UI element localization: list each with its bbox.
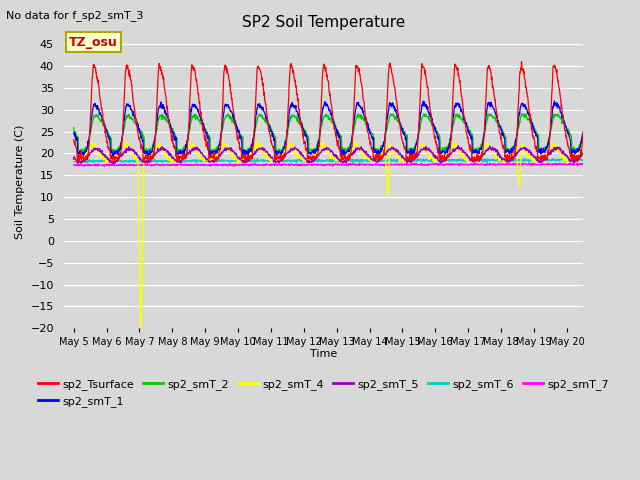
Legend: sp2_Tsurface, sp2_smT_1, sp2_smT_2, sp2_smT_4, sp2_smT_5, sp2_smT_6, sp2_smT_7: sp2_Tsurface, sp2_smT_1, sp2_smT_2, sp2_… [34, 375, 613, 411]
X-axis label: Time: Time [310, 348, 337, 359]
Title: SP2 Soil Temperature: SP2 Soil Temperature [242, 15, 405, 30]
Text: No data for f_sp2_smT_3: No data for f_sp2_smT_3 [6, 10, 144, 21]
Y-axis label: Soil Temperature (C): Soil Temperature (C) [15, 125, 25, 239]
Text: TZ_osu: TZ_osu [69, 36, 118, 48]
